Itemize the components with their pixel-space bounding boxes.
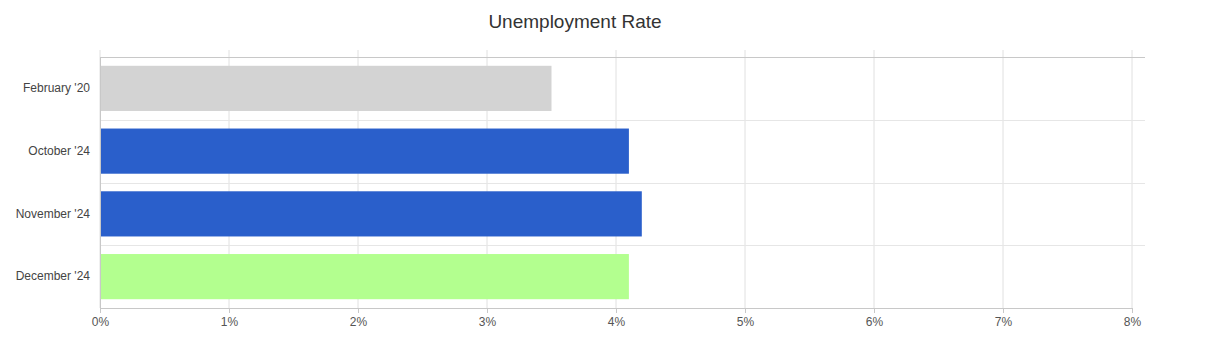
x-tick-mark: [1003, 308, 1004, 313]
row-separator: [100, 245, 1145, 246]
x-tick: 0%: [92, 308, 110, 329]
y-axis-line: [100, 58, 101, 309]
x-tick-label: 2%: [350, 315, 368, 329]
x-axis: 0% 1% 2% 3% 4% 5% 6% 7% 8%: [92, 308, 1142, 329]
x-tick-mark: [229, 308, 230, 313]
bar: [100, 129, 629, 174]
x-tick-label: 4%: [608, 315, 626, 329]
x-tick-label: 8%: [1124, 315, 1142, 329]
row-separator: [100, 183, 1145, 184]
y-tick: October '24: [28, 144, 100, 158]
x-tick: 8%: [1124, 308, 1142, 329]
x-tick-mark: [487, 308, 488, 313]
y-tick-label: December '24: [16, 269, 91, 283]
grid-line: [100, 50, 101, 308]
x-axis-line: [101, 309, 1133, 314]
x-tick-label: 1%: [221, 315, 239, 329]
y-tick: November '24: [16, 207, 100, 221]
x-tick: 2%: [350, 308, 368, 329]
y-tick-label: February '20: [23, 81, 90, 95]
x-tick: 7%: [995, 308, 1013, 329]
y-tick-label: October '24: [28, 144, 90, 158]
x-tick-mark: [874, 308, 875, 313]
grid-line: [1003, 50, 1004, 308]
x-tick-label: 6%: [866, 315, 884, 329]
x-tick: 4%: [608, 308, 626, 329]
grid-line: [1132, 50, 1133, 308]
x-tick: 5%: [737, 308, 755, 329]
bars: [100, 66, 642, 299]
y-tick-label: November '24: [16, 207, 91, 221]
x-tick-mark: [358, 308, 359, 313]
x-tick-mark: [616, 308, 617, 313]
grid: [100, 50, 1145, 308]
x-tick-label: 0%: [92, 315, 110, 329]
plot-top-line: [100, 57, 1145, 58]
x-tick-mark: [745, 308, 746, 313]
x-tick-mark: [100, 308, 101, 313]
y-tick: December '24: [16, 269, 100, 283]
x-tick: 6%: [866, 308, 884, 329]
bar: [100, 191, 642, 236]
y-axis: February '20 October '24 November '24 Decem…: [16, 58, 101, 309]
grid-line: [874, 50, 875, 308]
x-tick-label: 5%: [737, 315, 755, 329]
x-tick-label: 7%: [995, 315, 1013, 329]
chart-title: Unemployment Rate: [488, 11, 661, 32]
chart: 0% 1% 2% 3% 4% 5% 6% 7% 8% February '20 October '2…: [0, 0, 1208, 340]
x-tick-label: 3%: [479, 315, 497, 329]
y-tick: February '20: [23, 81, 100, 95]
bar: [100, 254, 629, 299]
grid-line: [745, 50, 746, 308]
bar: [100, 66, 552, 111]
x-tick: 3%: [479, 308, 497, 329]
row-separator: [100, 120, 1145, 121]
x-tick-mark: [1132, 308, 1133, 313]
x-tick: 1%: [221, 308, 239, 329]
